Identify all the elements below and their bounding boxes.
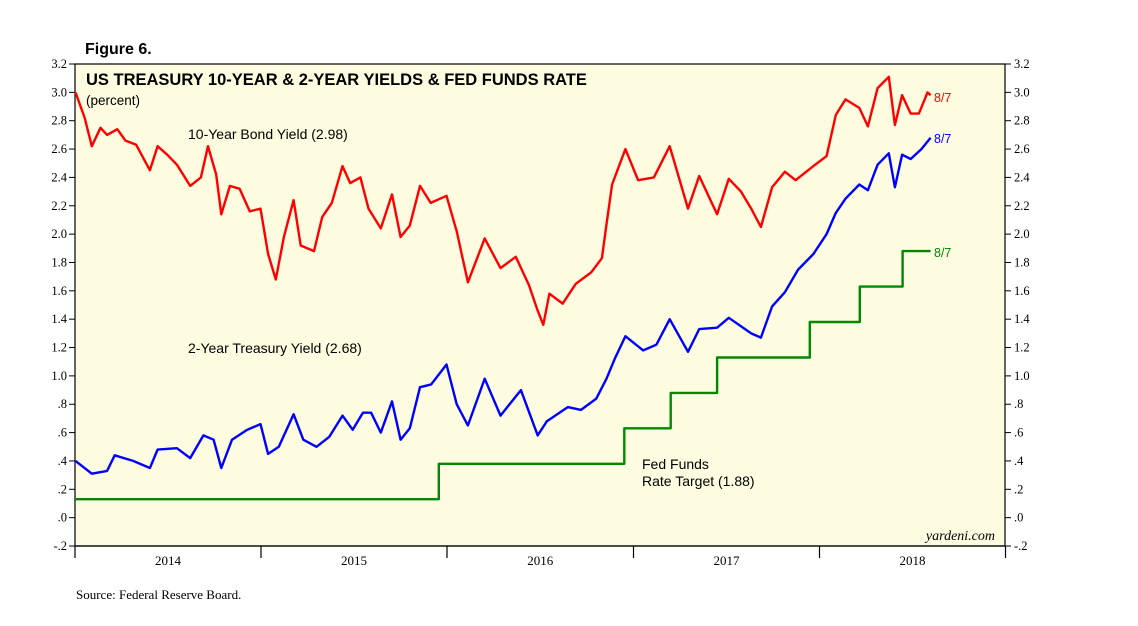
y-tick-label-right: 1.8: [1014, 255, 1030, 269]
figure-label: Figure 6.: [85, 41, 152, 58]
y-tick-label-left: .8: [58, 397, 67, 411]
x-tick-label: 2015: [341, 553, 367, 568]
y-tick-label-left: 1.4: [51, 312, 67, 326]
x-tick-label: 2016: [527, 553, 554, 568]
series-line-0: [74, 75, 932, 326]
y-tick-label-left: 2.0: [51, 227, 67, 241]
source-note: Source: Federal Reserve Board.: [76, 587, 241, 602]
y-tick-label-right: 2.0: [1014, 227, 1030, 241]
chart-subtitle: (percent): [86, 93, 140, 108]
y-tick-label-left: 2.2: [51, 199, 67, 213]
annotation-fed-line2: Rate Target (1.88): [642, 473, 755, 489]
y-tick-label-left: 2.8: [51, 114, 67, 128]
y-tick-label-right: .0: [1014, 511, 1023, 525]
y-axis-right: 3.2 3.0 2.8 2.6 2.4 2.2 2.0 1.8 1.6 1.4 1.2 1.0 .8 .6…: [1005, 57, 1030, 553]
y-tick-label-right: -.2: [1014, 539, 1028, 553]
series-line-2: [75, 249, 931, 501]
y-tick-label-left: 3.2: [51, 57, 67, 71]
y-tick-label-left: .6: [58, 426, 67, 440]
y-tick-label-right: 3.2: [1014, 57, 1030, 71]
x-tick-label: 2017: [714, 553, 741, 568]
x-tick-label: 2014: [155, 553, 182, 568]
annotation-10y: 10-Year Bond Yield (2.98): [188, 126, 348, 142]
y-tick-label-right: .2: [1014, 482, 1023, 496]
y-tick-label-left: 2.6: [51, 142, 67, 156]
end-label-fed: 8/7: [934, 246, 951, 260]
end-label-2y: 8/7: [934, 132, 951, 146]
y-tick-label-right: .4: [1014, 454, 1024, 468]
y-tick-label-left: -.2: [53, 539, 67, 553]
y-tick-label-right: 2.2: [1014, 199, 1030, 213]
y-tick-label-right: 2.8: [1014, 114, 1030, 128]
y-axis-left: 3.2 3.0 2.8 2.6 2.4 2.2 2.0 1.8 1.6 1.4 1.2 1.0 .8 .6…: [51, 57, 75, 553]
y-tick-label-right: 1.6: [1014, 284, 1030, 298]
y-tick-label-left: .2: [58, 482, 67, 496]
y-tick-label-left: 1.6: [51, 284, 67, 298]
y-tick-label-left: .0: [58, 511, 67, 525]
y-tick-label-left: .4: [58, 454, 68, 468]
x-tick-label: 2018: [900, 553, 926, 568]
y-tick-label-right: 1.2: [1014, 341, 1030, 355]
y-tick-label-left: 3.0: [51, 85, 67, 99]
y-tick-label-right: 1.4: [1014, 312, 1030, 326]
y-tick-label-right: 3.0: [1014, 85, 1030, 99]
annotation-2y: 2-Year Treasury Yield (2.68): [188, 340, 362, 356]
x-axis: 2014 2015 2016 2017 2018: [74, 546, 1007, 568]
series-line-1: [74, 136, 932, 475]
y-tick-label-left: 2.4: [51, 170, 67, 184]
series-layer: [74, 75, 932, 501]
plot-area: [74, 63, 1006, 547]
y-tick-label-right: 2.6: [1014, 142, 1030, 156]
y-tick-label-left: 1.0: [51, 369, 67, 383]
annotation-fed-line1: Fed Funds: [642, 456, 709, 472]
y-tick-label-right: 2.4: [1014, 170, 1030, 184]
y-tick-label-left: 1.8: [51, 255, 67, 269]
y-tick-label-right: .6: [1014, 426, 1023, 440]
y-tick-label-right: 1.0: [1014, 369, 1030, 383]
y-tick-label-left: 1.2: [51, 341, 67, 355]
watermark: yardeni.com: [924, 529, 995, 544]
chart-title: US TREASURY 10-YEAR & 2-YEAR YIELDS & FE…: [86, 71, 587, 89]
end-label-10y: 8/7: [934, 91, 951, 105]
y-tick-label-right: .8: [1014, 397, 1023, 411]
